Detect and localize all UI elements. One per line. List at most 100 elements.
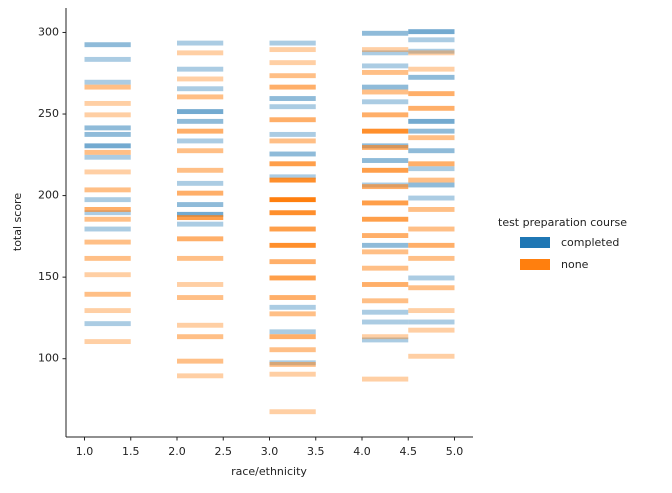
hist-cell <box>269 242 316 248</box>
hist-cell <box>84 84 131 90</box>
hist-cell <box>362 89 409 95</box>
hist-cell <box>269 347 316 353</box>
legend-swatch <box>520 259 550 270</box>
hist-cell <box>362 50 409 56</box>
hist-cell <box>177 295 224 300</box>
hist-cell <box>84 143 131 149</box>
hist-cell <box>362 242 409 248</box>
hist-cell <box>362 63 409 69</box>
hist-cell <box>408 91 455 97</box>
hist-cell <box>84 42 131 48</box>
hist-cell <box>408 50 455 56</box>
x-tick-label: 4.0 <box>353 445 371 458</box>
legend-label: completed <box>561 236 619 249</box>
hist-cell <box>408 319 455 325</box>
hist-cell <box>177 334 224 340</box>
hist-cell <box>408 207 455 212</box>
hist-cell <box>84 131 131 137</box>
hist-cell <box>84 197 131 203</box>
x-tick-label: 1.0 <box>76 445 94 458</box>
hist-cell <box>84 207 131 212</box>
x-tick-label: 4.5 <box>400 445 418 458</box>
hist-cell <box>408 182 455 188</box>
hist-cell <box>177 40 224 46</box>
x-tick-label: 3.0 <box>261 445 279 458</box>
hist-cell <box>84 255 131 261</box>
y-tick-label: 100 <box>38 352 59 365</box>
hist-cell <box>269 73 316 79</box>
hist-cell <box>408 148 455 154</box>
hist-cell <box>362 145 409 150</box>
legend-title: test preparation course <box>498 216 627 229</box>
hist-cell <box>269 334 316 340</box>
hist-cell <box>177 180 224 186</box>
hist-cell <box>177 94 224 100</box>
hist-cell <box>177 66 224 72</box>
hist-cell <box>269 361 316 367</box>
hist-cell <box>269 197 316 203</box>
hist-cell <box>177 236 224 242</box>
hist-cell <box>177 282 224 287</box>
hist-cell <box>362 167 409 173</box>
y-axis-label: total score <box>11 193 24 251</box>
hist-cell <box>84 216 131 222</box>
hist-cell <box>362 99 409 105</box>
x-tick-label: 5.0 <box>446 445 464 458</box>
hist-cell <box>408 118 455 124</box>
hist-cell <box>84 239 131 245</box>
hist-cell <box>177 138 224 144</box>
hist-cell <box>177 148 224 154</box>
hist-cell <box>362 319 409 325</box>
hist-cell <box>408 255 455 261</box>
hist-cell <box>177 202 224 208</box>
hist-cell <box>269 409 316 415</box>
hist-cell <box>362 282 409 287</box>
hist-cell <box>269 226 316 232</box>
hist-cell <box>362 128 409 134</box>
x-tick-label: 1.5 <box>122 445 140 458</box>
hist-cell <box>362 200 409 206</box>
hist-cell <box>408 128 455 134</box>
hist-cell <box>269 275 316 281</box>
hist-cell <box>269 161 316 167</box>
hist-cell <box>84 187 131 193</box>
hist-cell <box>269 151 316 157</box>
hist-cell <box>269 40 316 46</box>
hist-cell <box>269 117 316 123</box>
hist-cell <box>177 118 224 124</box>
hist-cell <box>362 337 409 343</box>
hist-cell <box>84 169 131 175</box>
hist-cell <box>362 112 409 118</box>
hist-cell <box>269 96 316 101</box>
hist-cell <box>177 322 224 328</box>
hist-cell <box>84 339 131 345</box>
hist-cell <box>84 154 131 160</box>
hist-cell <box>84 291 131 297</box>
hist-cell <box>84 112 131 118</box>
hist-cell <box>362 298 409 304</box>
hist-cell <box>177 255 224 261</box>
hist-cell <box>408 195 455 201</box>
hist-cell <box>362 69 409 75</box>
hist-cell <box>177 358 224 364</box>
hist-cell <box>84 226 131 232</box>
hist-cell <box>177 50 224 56</box>
hist-cell <box>177 221 224 227</box>
hist-cell <box>269 259 316 265</box>
hist-cell <box>84 149 131 155</box>
hist-cell <box>84 210 131 216</box>
hist-cell <box>269 311 316 317</box>
hist-cell <box>84 100 131 106</box>
hist-cell <box>269 131 316 137</box>
hist-cell <box>408 177 455 183</box>
hist-cell <box>362 216 409 222</box>
hist-cell <box>84 272 131 278</box>
hist-cell <box>269 138 316 144</box>
hist-cell <box>269 104 316 110</box>
hist-cell <box>269 84 316 90</box>
hist-cell <box>269 60 316 66</box>
y-tick-label: 250 <box>38 107 59 120</box>
hist-cell <box>362 376 409 382</box>
hist-cell <box>177 86 224 92</box>
hist-cell <box>177 373 224 379</box>
